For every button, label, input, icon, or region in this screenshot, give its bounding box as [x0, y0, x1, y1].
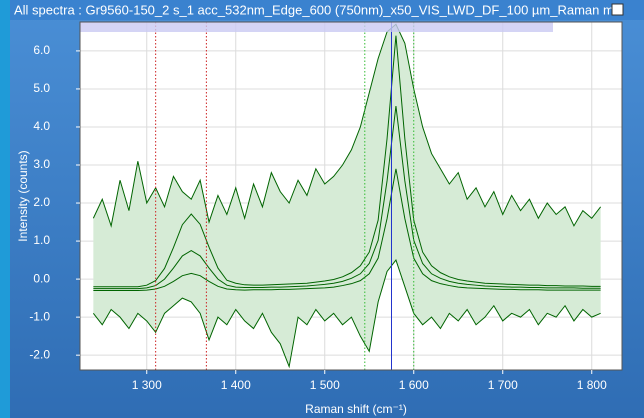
spectrum-line	[93, 35, 601, 288]
x-axis-label: Raman shift (cm⁻¹)	[305, 402, 407, 416]
window-button[interactable]	[611, 3, 624, 16]
y-tick-label: 2.0	[33, 195, 50, 209]
y-tick-label: 5.0	[33, 81, 50, 95]
y-axis-label: Intensity (counts)	[16, 150, 30, 241]
y-tick-label: 0.0	[33, 271, 50, 285]
y-tick-label: -2.0	[29, 347, 50, 361]
title-bar	[0, 0, 644, 20]
x-tick-label: 1 600	[399, 378, 429, 392]
x-tick-label: 1 400	[221, 378, 251, 392]
x-tick-label: 1 800	[577, 378, 607, 392]
range-bar	[80, 22, 553, 32]
window-title: All spectra : Gr9560-150_2 s_1 acc_532nm…	[14, 2, 614, 17]
left-border	[0, 0, 10, 418]
x-tick-label: 1 500	[310, 378, 340, 392]
y-tick-label: 1.0	[33, 233, 50, 247]
envelope-line	[92, 23, 602, 228]
spectrum-line	[93, 105, 601, 290]
x-tick-label: 1 300	[132, 378, 162, 392]
envelope-line	[92, 259, 601, 369]
y-tick-label: 6.0	[33, 43, 50, 57]
y-tick-label: -1.0	[29, 309, 50, 323]
y-tick-label: 3.0	[33, 157, 50, 171]
plot-border	[79, 21, 623, 371]
y-tick-label: 4.0	[33, 119, 50, 133]
spectrum-line	[93, 168, 601, 292]
x-tick-label: 1 700	[488, 378, 518, 392]
plot-layer	[80, 22, 622, 370]
